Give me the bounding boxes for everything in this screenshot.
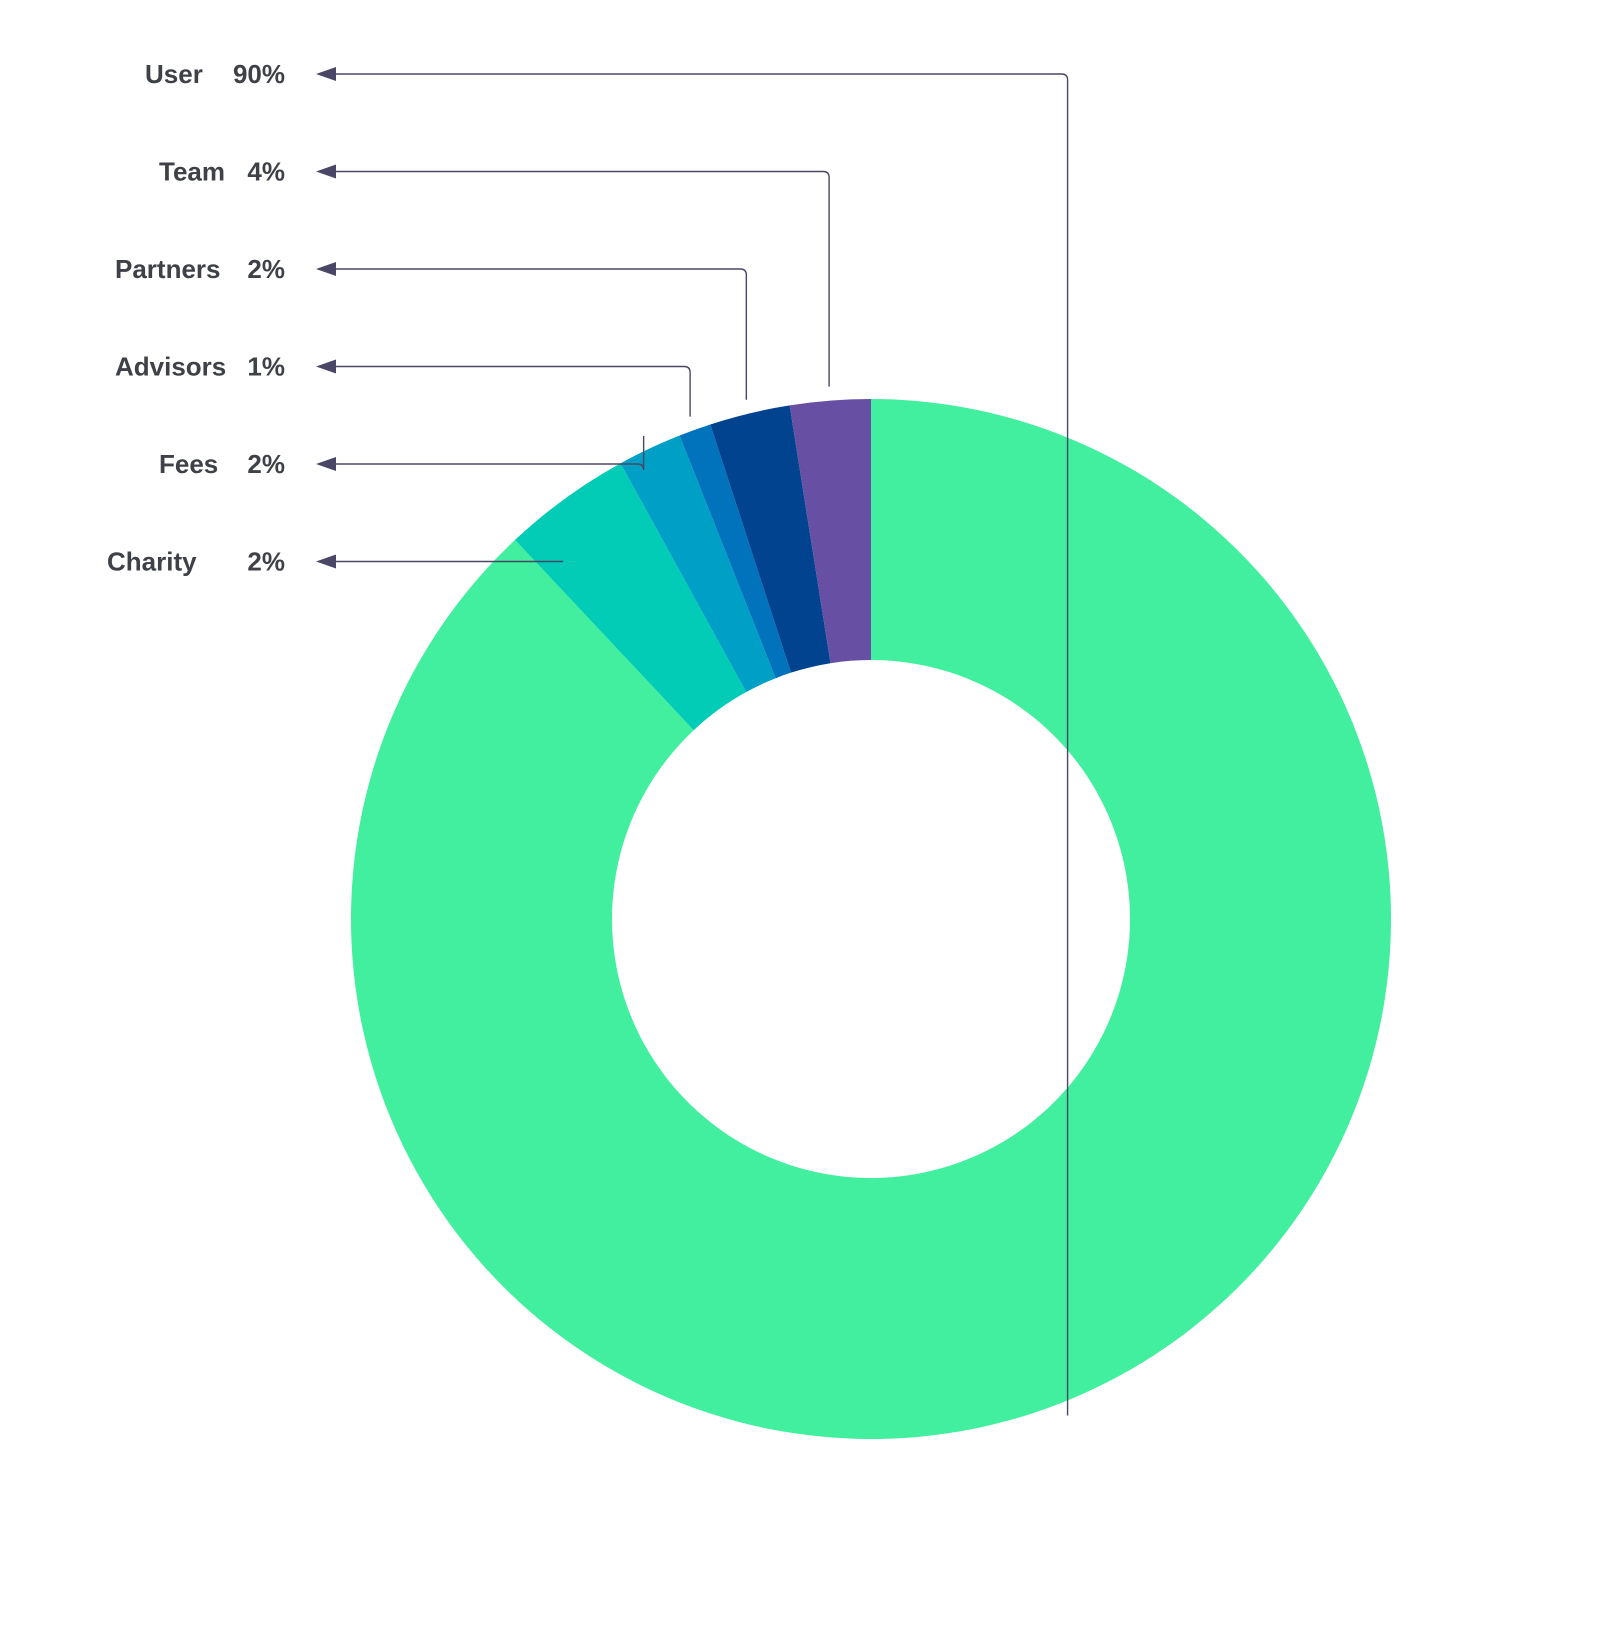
slice-team xyxy=(789,399,871,664)
label-charity-name: Charity xyxy=(107,547,197,577)
label-user-value: 90% xyxy=(233,59,285,89)
label-team-value: 4% xyxy=(247,157,285,187)
slice-partners xyxy=(710,405,831,673)
slice-fees xyxy=(620,435,776,693)
label-fees-value: 2% xyxy=(247,449,285,479)
leader-arrow-charity xyxy=(316,554,336,569)
leader-arrow-team xyxy=(316,164,336,179)
label-fees-name: Fees xyxy=(159,449,218,479)
leader-arrow-user xyxy=(316,67,336,81)
label-team-name: Team xyxy=(159,157,225,187)
leader-arrow-partners xyxy=(316,262,336,276)
label-advisors-value: 1% xyxy=(247,352,285,382)
leader-line-team xyxy=(336,170,830,387)
donut-slices xyxy=(351,399,1392,1440)
leader-lines xyxy=(316,67,1069,1416)
label-charity-value: 2% xyxy=(247,547,285,577)
label-partners-name: Partners xyxy=(115,254,221,284)
slice-labels: User 90% Team 4% Partners 2% Advisors 1% Fees 2% C… xyxy=(107,59,285,577)
label-advisors-name: Advisors xyxy=(115,352,226,382)
slice-advisors xyxy=(679,424,791,679)
slice-charity xyxy=(515,463,747,731)
leader-line-user xyxy=(336,73,1069,1416)
leader-line-partners xyxy=(336,268,748,400)
leader-line-advisors xyxy=(336,365,691,417)
leader-arrow-fees xyxy=(316,457,336,471)
label-user-name: User xyxy=(145,59,203,89)
label-partners-value: 2% xyxy=(247,254,285,284)
leader-arrow-advisors xyxy=(316,359,336,374)
slice-user xyxy=(351,399,1392,1440)
leader-line-fees xyxy=(336,435,645,471)
